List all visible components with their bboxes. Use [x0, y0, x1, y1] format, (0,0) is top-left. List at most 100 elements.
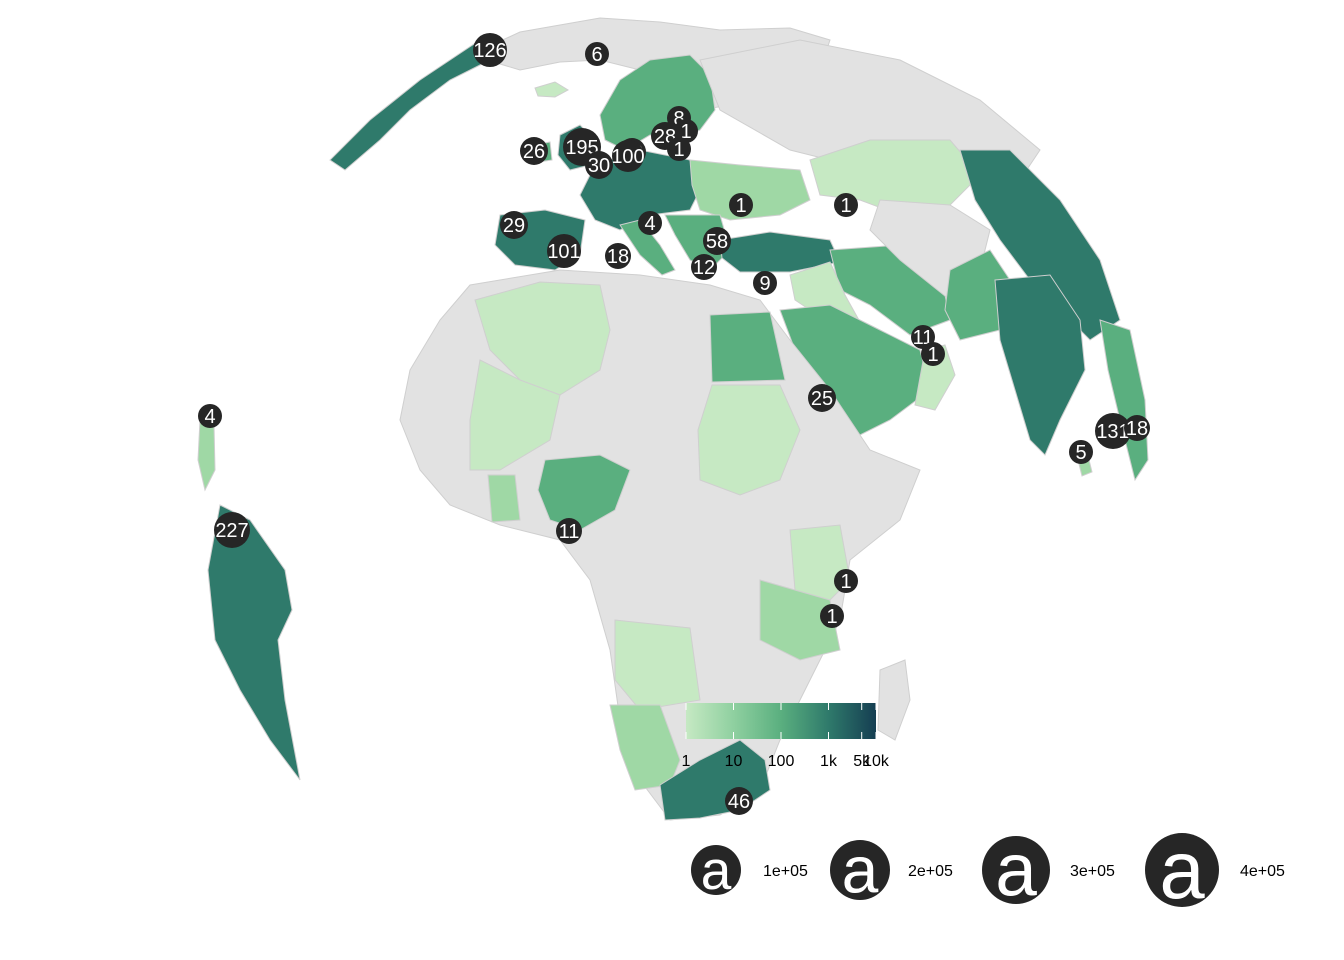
city-bubble: 4: [638, 211, 662, 235]
city-bubble: 18: [605, 243, 631, 269]
city-bubble-marker: [612, 140, 644, 172]
city-bubble-label: 1: [840, 571, 851, 593]
city-bubble-marker: [725, 787, 753, 815]
egypt-shape: [709, 311, 786, 383]
city-bubble-label: 8: [673, 108, 684, 130]
city-bubble-label: 12: [693, 257, 715, 279]
city-bubble-marker: [214, 512, 250, 548]
city-bubble-label: 126: [473, 40, 506, 62]
city-bubble-label: 227: [215, 520, 248, 542]
city-bubble: 1: [820, 604, 844, 628]
city-bubble-label: 11: [559, 521, 580, 543]
angola-shape: [614, 619, 701, 711]
city-bubble-marker: [674, 119, 698, 143]
city-bubble-marker: [808, 384, 836, 412]
north-america-shape: [329, 39, 501, 171]
city-bubble: 9: [753, 271, 777, 295]
size-legend: a 1e+05 a 2e+05 a 3e+05 a 4e+05: [691, 825, 1285, 916]
mali-shape: [469, 359, 561, 471]
city-bubble: 126: [473, 33, 507, 67]
city-bubble-label: 1: [680, 121, 691, 143]
city-bubble: 1: [667, 137, 691, 161]
china-shape: [959, 149, 1121, 341]
city-bubble-label: 195: [565, 137, 598, 159]
city-bubble-label: 26: [523, 141, 545, 163]
algeria-shape: [474, 281, 611, 396]
city-bubble: 12: [691, 254, 717, 280]
city-bubble: 58: [703, 227, 731, 255]
city-bubble: 227: [214, 512, 250, 548]
city-bubble-label: 5: [1075, 442, 1086, 464]
city-bubble-marker: [691, 254, 717, 280]
city-bubble: 18: [1124, 415, 1150, 441]
city-bubble: 11: [556, 518, 582, 544]
color-legend-tick-label: 5k: [853, 753, 871, 770]
ghana-shape: [487, 474, 521, 523]
city-bubble-marker: [556, 518, 582, 544]
city-bubble-label: 131: [1096, 421, 1129, 443]
size-legend-label: 3e+05: [1070, 863, 1115, 880]
size-legend-circle: [691, 845, 741, 895]
tanzania-shape: [759, 579, 841, 661]
city-bubble: 1: [729, 193, 753, 217]
city-bubble: 30: [585, 151, 613, 179]
city-bubble-marker: [520, 137, 548, 165]
city-bubble-marker: [585, 42, 609, 66]
city-bubble: 1: [834, 569, 858, 593]
city-bubble-label: 1: [735, 195, 746, 217]
size-legend-glyph: a: [701, 839, 732, 901]
city-bubble-marker: [585, 151, 613, 179]
city-bubble: 26: [520, 137, 548, 165]
city-bubble: 131: [1095, 413, 1131, 449]
city-bubble-label: 18: [1126, 418, 1148, 440]
size-legend-key: a 3e+05: [982, 828, 1115, 912]
madagascar-shape: [877, 659, 911, 741]
size-legend-circle: [830, 840, 890, 900]
city-bubble: 46: [725, 787, 753, 815]
city-bubble-marker: [703, 227, 731, 255]
city-bubble-label: 30: [588, 155, 610, 177]
city-bubble: 101: [547, 234, 581, 268]
city-bubble-marker: [753, 271, 777, 295]
central-america-shape: [197, 419, 216, 492]
size-legend-key: a 4e+05: [1145, 825, 1285, 916]
city-bubble-label: 4: [204, 406, 215, 428]
city-bubble-marker: [638, 211, 662, 235]
eastern-europe-shape: [689, 159, 811, 221]
city-bubble: 1: [921, 342, 945, 366]
color-legend-tick-label: 10k: [863, 753, 890, 770]
southeast-asia-shape: [1099, 319, 1149, 482]
city-bubble-marker: [820, 604, 844, 628]
city-bubble: 100: [611, 140, 645, 172]
color-legend-tick-label: 1k: [820, 753, 838, 770]
city-bubble-label: 101: [547, 241, 580, 263]
land-layer: [197, 17, 1149, 821]
city-bubble: 4: [198, 404, 222, 428]
iceland-shape: [534, 81, 570, 98]
city-bubble-marker: [1069, 440, 1093, 464]
city-bubble-marker: [473, 33, 507, 67]
city-bubble-label: 1: [826, 606, 837, 628]
city-bubble-marker: [198, 404, 222, 428]
city-bubble-marker: [834, 569, 858, 593]
city-bubble-marker: [1124, 415, 1150, 441]
size-legend-label: 1e+05: [763, 863, 808, 880]
color-legend-tick-label: 10: [725, 753, 743, 770]
city-bubble-label: 25: [811, 388, 833, 410]
nigeria-shape: [537, 454, 631, 531]
city-bubble-marker: [729, 193, 753, 217]
size-legend-label: 2e+05: [908, 863, 953, 880]
city-bubble-marker: [1095, 413, 1131, 449]
city-bubble-label: 18: [607, 246, 629, 268]
city-bubble-label: 29: [503, 215, 525, 237]
size-legend-circle: [982, 836, 1050, 904]
city-bubble-marker: [500, 211, 528, 239]
size-legend-glyph: a: [842, 833, 879, 907]
city-bubble-marker: [667, 137, 691, 161]
city-bubble-marker: [921, 342, 945, 366]
city-bubble-label: 1: [840, 195, 851, 217]
city-bubble-label: 46: [728, 791, 750, 813]
